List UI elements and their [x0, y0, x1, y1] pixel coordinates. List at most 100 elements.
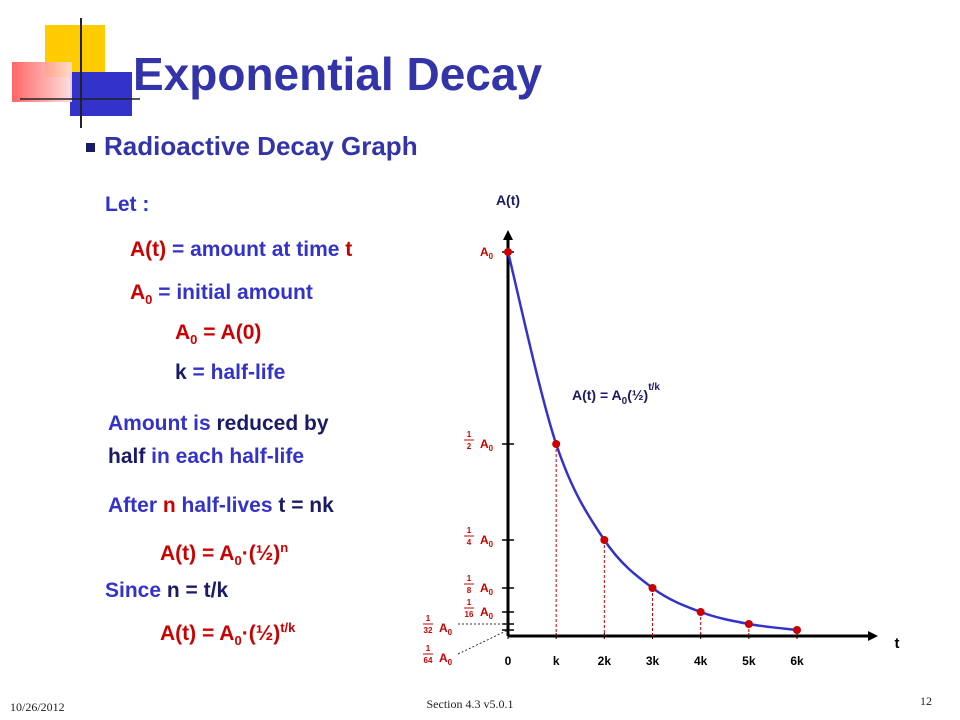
section: Section 4.3 v5.0.1	[426, 697, 514, 711]
text-line: Let :	[105, 193, 149, 217]
text-segment: A(t) = A	[160, 622, 235, 645]
annotation-part: A(t) = A	[572, 387, 622, 403]
text-segment: Amount is	[108, 412, 217, 435]
bullet-text: Radioactive Decay Graph	[104, 131, 418, 161]
data-point	[793, 626, 801, 634]
tick-subscript: 0	[489, 444, 494, 453]
data-point	[504, 248, 512, 256]
tick-symbol: A0	[480, 245, 494, 261]
text-segment: k	[175, 361, 187, 384]
tick-symbol: A0	[480, 605, 494, 621]
tick-denominator: 8	[467, 586, 472, 595]
x-tick-label: 2k	[598, 654, 612, 668]
data-point	[696, 608, 705, 616]
tick-numerator: 1	[467, 574, 472, 583]
tick-denominator: 64	[424, 656, 433, 665]
annotation-part: t/k	[648, 382, 660, 393]
text-segment: = half-life	[186, 361, 286, 384]
text-segment: 0	[234, 553, 242, 569]
tick-numerator: 1	[426, 644, 431, 653]
text-segment: t/k	[280, 620, 296, 635]
x-tick-label: 3k	[646, 654, 660, 668]
text-segment: After	[108, 494, 163, 517]
x-tick-label: k	[553, 654, 560, 668]
bullet-mark	[86, 143, 95, 152]
text-line: A0 = A(0)	[175, 321, 261, 347]
tick-symbol: A0	[439, 651, 453, 667]
text-segment: A(t)	[130, 238, 167, 261]
text-segment: half	[108, 445, 146, 468]
text-segment: A	[175, 321, 191, 344]
text-segment: 0	[234, 633, 242, 649]
text-line: half in each half-life	[108, 445, 304, 469]
tick-numerator: 1	[467, 526, 472, 535]
tick-symbol: A0	[480, 533, 494, 549]
title: Exponential Decay	[133, 48, 542, 100]
text-segment: 0	[145, 292, 153, 308]
tick-numerator: 1	[467, 598, 472, 607]
tick-numerator: 1	[426, 614, 431, 623]
tick-subscript: 0	[489, 540, 494, 549]
text-line: Amount is reduced by	[108, 412, 329, 436]
deco-red	[12, 62, 72, 102]
text-segment: = amount at time	[166, 238, 346, 261]
tick-denominator: 32	[424, 626, 433, 635]
tick-subscript: 0	[448, 658, 453, 667]
text-segment: 0	[190, 332, 198, 348]
tick-denominator: 2	[467, 442, 472, 451]
text-segment: half-lives	[175, 494, 279, 517]
x-tick-label: 4k	[694, 654, 708, 668]
tick-symbol: A0	[480, 581, 494, 597]
text-segment: in each half-life	[145, 445, 305, 468]
tick-numerator: 1	[467, 430, 472, 439]
x-arrow	[868, 631, 878, 641]
text-line: A(t) = A0·(½)t/k	[160, 620, 295, 648]
text-segment: ·(½)	[241, 622, 281, 645]
x-tick-label: 6k	[790, 654, 804, 668]
tick-symbol: A0	[439, 621, 453, 637]
data-point	[600, 536, 609, 544]
text-segment: n = t/k	[166, 579, 229, 602]
deco-blue	[70, 72, 132, 116]
x-tick-label: 5k	[742, 654, 756, 668]
data-point	[744, 620, 753, 628]
tick-subscript: 0	[448, 628, 453, 637]
text-line: A(t) = amount at time t	[130, 238, 352, 262]
text-segment: = initial amount	[152, 281, 313, 304]
annotation-part: 0	[622, 396, 628, 407]
text-line: Since n = t/k	[105, 579, 228, 603]
y-axis-label: A(t)	[496, 192, 520, 208]
text-line: k = half-life	[175, 361, 285, 385]
y-arrow	[503, 230, 513, 240]
text-segment: n	[280, 540, 289, 555]
text-segment: Let :	[105, 193, 150, 216]
text-segment: A	[130, 281, 146, 304]
tick-denominator: 16	[465, 610, 474, 619]
annotation-part: (½)	[627, 387, 648, 403]
text-segment: A(t) = A	[160, 542, 235, 565]
date: 10/26/2012	[10, 700, 65, 714]
text-segment: t = nk	[278, 494, 334, 517]
tick-subscript: 0	[489, 612, 494, 621]
curve-annotation: A(t) = A0(½)t/k	[572, 382, 660, 407]
text-segment: Since	[105, 579, 167, 602]
tick-leader	[457, 629, 509, 655]
tick-subscript: 0	[489, 588, 494, 597]
text-segment: reduced by	[216, 412, 329, 435]
x-axis-label: t	[895, 635, 900, 652]
text-segment: n	[162, 494, 176, 517]
decay-curve	[506, 251, 798, 632]
text-segment: t	[345, 238, 353, 261]
text-segment: ·(½)	[241, 542, 281, 565]
data-point	[648, 584, 657, 592]
data-point	[552, 440, 561, 448]
page-number: 12	[920, 694, 932, 708]
text-line: A(t) = A0·(½)n	[160, 540, 288, 568]
tick-subscript: 0	[489, 252, 494, 261]
tick-denominator: 4	[467, 538, 472, 547]
tick-symbol: A0	[480, 437, 494, 453]
text-line: After n half-lives t = nk	[108, 494, 334, 518]
